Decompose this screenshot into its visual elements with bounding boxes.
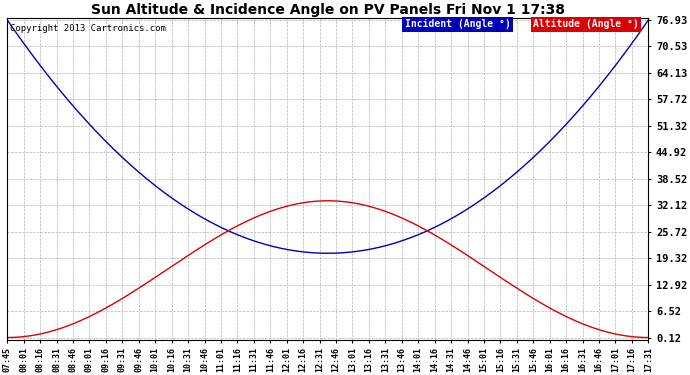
Text: Altitude (Angle °): Altitude (Angle °) [533,20,639,29]
Text: Incident (Angle °): Incident (Angle °) [405,20,511,29]
Text: Copyright 2013 Cartronics.com: Copyright 2013 Cartronics.com [10,24,166,33]
Title: Sun Altitude & Incidence Angle on PV Panels Fri Nov 1 17:38: Sun Altitude & Incidence Angle on PV Pan… [91,3,565,17]
